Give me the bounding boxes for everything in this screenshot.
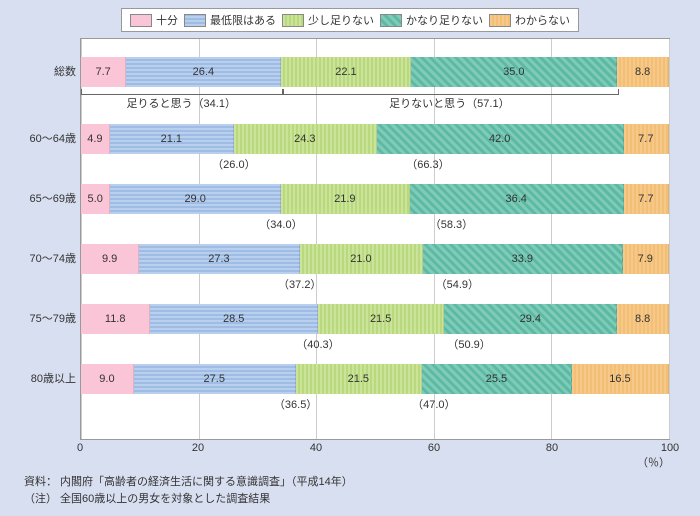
subtotal-label: （58.3） [430,216,473,232]
subtotal-label: （54.9） [436,276,479,292]
legend-label: 十分 [156,12,178,28]
bar-segment: 29.4 [444,304,617,334]
x-tick: 80 [546,442,558,454]
bar-segment: 8.8 [617,57,669,87]
bar-segment: 7.7 [624,184,669,214]
bar-segment: 27.5 [134,364,296,394]
bar-segment: 33.9 [423,244,622,274]
bar-segment: 16.5 [572,364,669,394]
row-label: 65～69歳 [11,184,76,214]
subtotal-label: （66.3） [406,156,449,172]
subtotal-label: （47.0） [412,396,455,412]
subtotal-label: （26.0） [212,156,255,172]
row-label: 80歳以上 [11,364,76,394]
subtotal-label: （34.0） [259,216,302,232]
bar-segment: 21.5 [296,364,422,394]
legend-item: 少し足りない [282,12,374,28]
bar-row: 総数7.726.422.135.08.8 [81,57,669,87]
bar-row: 60～64歳4.921.124.342.07.7 [81,124,669,154]
bar-segment: 7.9 [623,244,669,274]
subtotal-label: （50.9） [447,336,490,352]
legend-label: かなり足りない [406,12,483,28]
row-label: 75～79歳 [11,304,76,334]
bar-segment: 21.9 [281,184,410,214]
legend-item: 最低限はある [184,12,276,28]
bar-segment: 9.0 [81,364,134,394]
bar-segment: 22.1 [281,57,411,87]
bar-segment: 4.9 [81,124,110,154]
x-tick: 0 [77,442,83,454]
legend-swatch [282,14,304,27]
x-tick: 20 [192,442,204,454]
bar-row: 70～74歳9.927.321.033.97.9 [81,244,669,274]
bar-segment: 11.8 [81,304,150,334]
note-source: 資料： 内閣府「高齢者の経済生活に関する意識調査」（平成14年） [24,474,690,491]
x-tick: 100 [661,442,679,454]
bar-row: 65～69歳5.029.021.936.47.7 [81,184,669,214]
bar-segment: 21.5 [318,304,444,334]
bar-segment: 5.0 [81,184,110,214]
bar-segment: 25.5 [422,364,572,394]
row-label: 総数 [11,57,76,87]
x-axis: （％） 020406080100 [80,440,670,468]
bar-segment: 36.4 [410,184,624,214]
bar-segment: 9.9 [81,244,139,274]
bar-segment: 7.7 [81,57,126,87]
source-notes: 資料： 内閣府「高齢者の経済生活に関する意識調査」（平成14年） （注） 全国6… [24,474,690,507]
subtotal-label: （40.3） [296,336,339,352]
legend-swatch [130,14,152,27]
subtotal-label: （37.2） [278,276,321,292]
grid-line [669,39,670,439]
bar-row: 80歳以上9.027.521.525.516.5 [81,364,669,394]
bar-row: 75～79歳11.828.521.529.48.8 [81,304,669,334]
bar-segment: 21.1 [110,124,234,154]
subtotal-label: （36.5） [274,396,317,412]
legend-swatch [380,14,402,27]
group-label: 足りないと思う（57.1） [389,95,509,111]
row-label: 70～74歳 [11,244,76,274]
bar-segment: 24.3 [234,124,377,154]
legend-swatch [184,14,206,27]
legend-label: 最低限はある [210,12,276,28]
stacked-bar-chart: 総数7.726.422.135.08.8 足りると思う（34.1） 足りないと思う（… [80,38,670,440]
legend-swatch [489,14,511,27]
x-tick: 40 [310,442,322,454]
legend-label: わからない [515,12,570,28]
x-tick: 60 [428,442,440,454]
legend-item: わからない [489,12,570,28]
legend: 十分 最低限はある 少し足りない かなり足りない わからない [121,8,579,32]
bar-segment: 42.0 [377,124,624,154]
bar-segment: 35.0 [411,57,617,87]
legend-item: 十分 [130,12,178,28]
bar-segment: 29.0 [110,184,281,214]
row-label: 60～64歳 [11,124,76,154]
bar-segment: 28.5 [150,304,318,334]
legend-item: かなり足りない [380,12,483,28]
note-remark: （注） 全国60歳以上の男女を対象とした調査結果 [24,491,690,508]
bar-segment: 8.8 [617,304,669,334]
bar-segment: 7.7 [624,124,669,154]
bar-segment: 21.0 [300,244,423,274]
group-label: 足りると思う（34.1） [127,95,236,111]
x-axis-unit: （％） [637,454,670,470]
bar-segment: 27.3 [139,244,300,274]
legend-label: 少し足りない [308,12,374,28]
bar-segment: 26.4 [126,57,281,87]
